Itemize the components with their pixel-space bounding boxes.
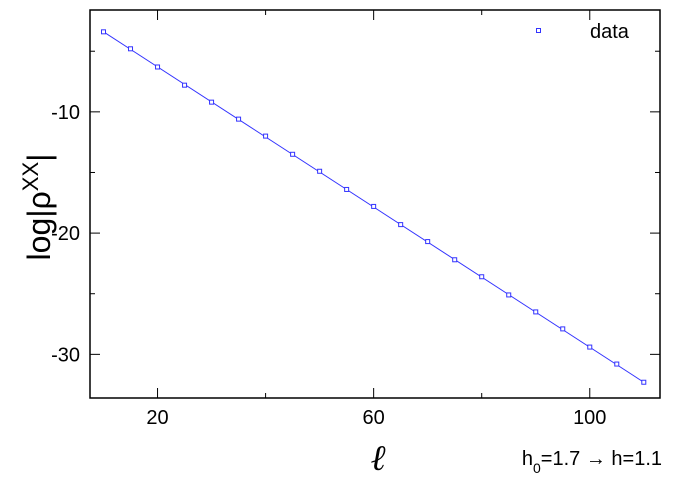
y-axis-label: log|ρXX| [18,154,58,261]
legend: data [536,21,630,43]
axes: 20 60 100 -10 -20 -30 [51,9,661,429]
data-point [182,82,188,88]
x-tick-label: 20 [146,407,168,429]
data-point [209,99,215,105]
labels: log|ρXX| ℓ h0=1.7 → h=1.1 [18,154,663,479]
parameter-annotation: h0=1.7 → h=1.1 [522,448,662,476]
legend-label: data [590,21,630,43]
data-point [452,257,458,263]
data-point [317,168,323,174]
y-tick-label: -10 [51,102,80,124]
plot-frame [89,9,661,399]
y-tick-label: -20 [51,223,80,245]
plot-area [101,29,647,385]
x-axis-label: ℓ [371,438,386,479]
x-tick-label: 100 [573,407,606,429]
data-point [263,133,269,139]
data-point [128,46,134,52]
data-point [290,151,296,157]
x-tick-label: 60 [363,407,385,429]
data-point [560,326,566,332]
data-point [344,186,350,192]
y-tick-label: -30 [51,344,80,366]
data-point [641,379,647,385]
data-point [614,361,620,367]
data-point [101,29,107,35]
data-point [425,239,431,245]
data-point [371,203,377,209]
data-point [236,116,242,122]
data-point [479,274,485,280]
data-point [587,344,593,350]
legend-marker [536,28,541,33]
data-point [533,309,539,315]
data-point [506,292,512,298]
data-point [155,64,161,70]
data-point [398,222,404,228]
